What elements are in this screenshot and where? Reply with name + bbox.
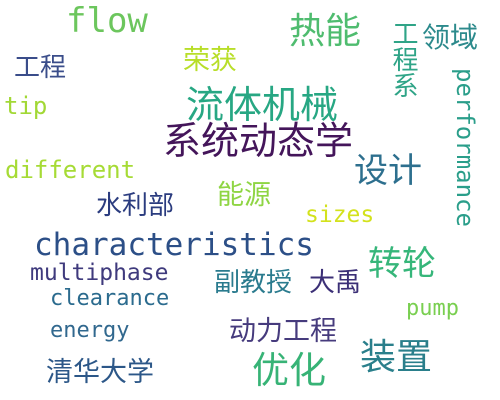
word-dayu: 大禹 (309, 268, 362, 298)
word-fujiaoshou: 副教授 (214, 268, 293, 298)
word-zhuangzhi: 装置 (360, 337, 433, 378)
word-pump: pump (406, 296, 459, 321)
word-donglilgongcheng: 动力工程 (229, 316, 337, 347)
word-lingyu: 领域 (422, 21, 479, 54)
word-ronghuo: 荣获 (183, 45, 237, 76)
word-performance: performance (451, 68, 479, 227)
word-qinghua: 清华大学 (46, 357, 154, 388)
word-flow: flow (66, 1, 148, 41)
word-xitong: 系统动态学 (163, 119, 354, 163)
word-clearance: clearance (50, 286, 170, 311)
word-gongchengxi: 工程系 (388, 20, 418, 98)
word-tip: tip (4, 92, 48, 120)
word-liuti: 流体机械 (186, 83, 339, 127)
word-shuilibu: 水利部 (96, 191, 175, 221)
word-characteristics: characteristics (34, 227, 314, 263)
word-energy: energy (50, 318, 130, 343)
word-sizes: sizes (305, 202, 375, 228)
word-sheji: 设计 (354, 151, 422, 191)
word-youhua: 优化 (252, 349, 326, 392)
word-zhuanlun: 转轮 (368, 244, 436, 284)
word-nengyuan: 能源 (217, 180, 271, 211)
word-multiphase: multiphase (30, 260, 169, 286)
word-gongcheng: 工程 (14, 53, 67, 83)
word-different: different (5, 156, 136, 184)
word-reneng: 热能 (289, 11, 362, 52)
